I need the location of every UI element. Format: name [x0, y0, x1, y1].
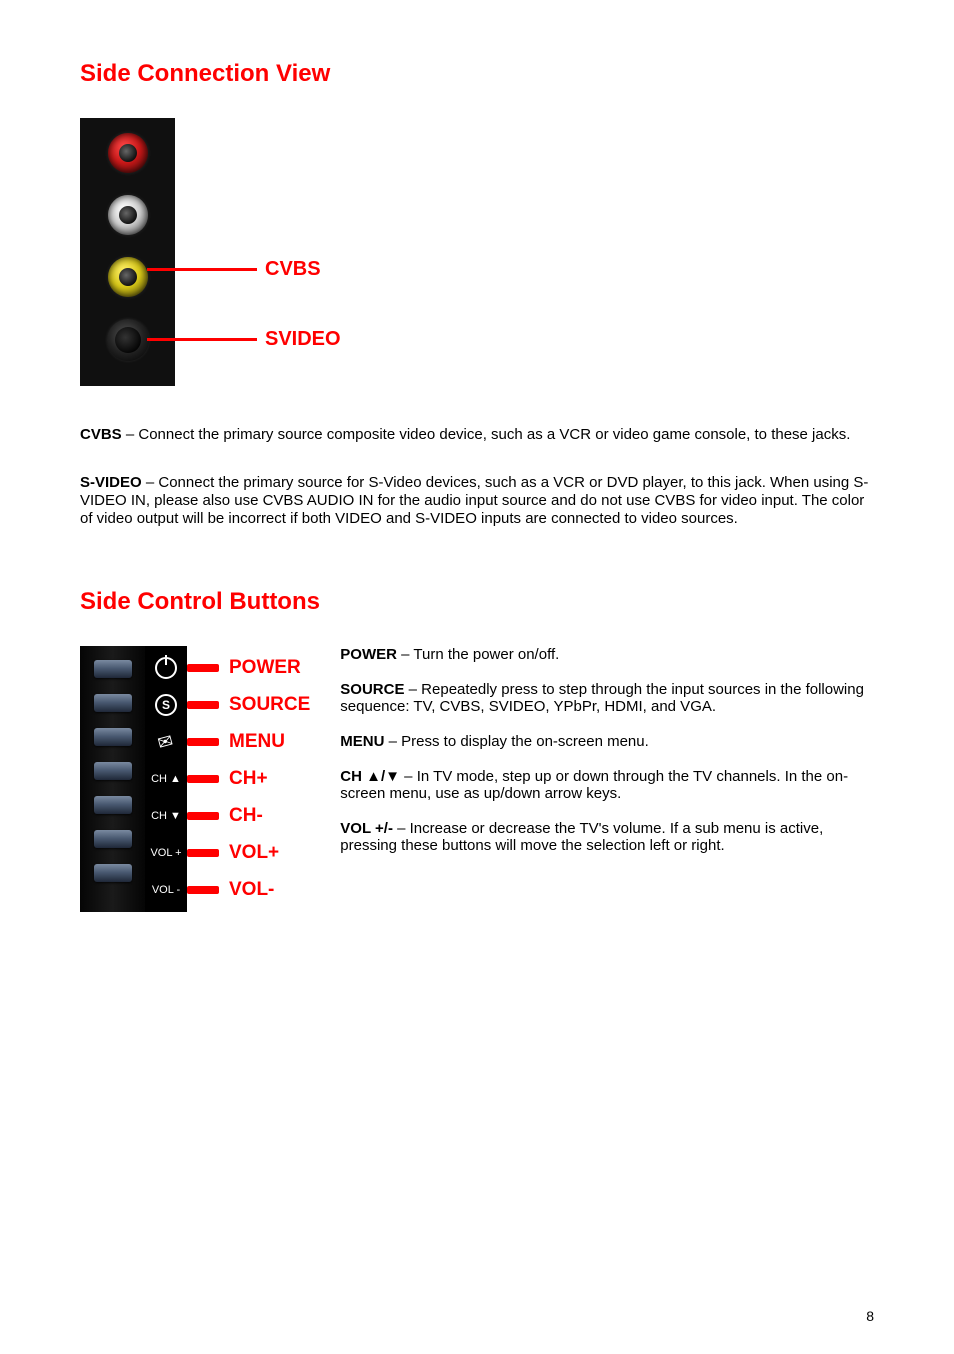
label-cell: VOL- — [187, 878, 310, 902]
volplus-label: VOL+ — [229, 842, 279, 864]
section-title-connection: Side Connection View — [80, 60, 874, 88]
red-dash-icon — [187, 886, 219, 894]
ctrl-desc-item: SOURCE – Repeatedly press to step throug… — [340, 681, 874, 715]
panel-button — [94, 728, 132, 746]
ctrl-desc-item: CH ▲/▼ – In TV mode, step up or down thr… — [340, 768, 874, 802]
section-title-controls: Side Control Buttons — [80, 588, 874, 616]
panel-button — [94, 864, 132, 882]
rca-inner — [119, 206, 137, 224]
cvbs-label: CVBS — [265, 258, 321, 281]
ctrl-desc-item: VOL +/- – Increase or decrease the TV's … — [340, 820, 874, 854]
desc-item: CVBS – Connect the primary source compos… — [80, 426, 874, 444]
ctrl-body: In TV mode, step up or down through the … — [340, 768, 848, 802]
chplus-label: CH+ — [229, 768, 268, 790]
desc-body: Connect the primary source composite vid… — [138, 426, 850, 443]
desc-dash: – — [122, 426, 139, 443]
ch-down-text: CH ▼ — [145, 804, 187, 828]
ctrl-title: VOL +/- — [340, 820, 393, 837]
ctrl-dash: – — [404, 681, 421, 698]
svideo-label: SVIDEO — [265, 328, 341, 351]
source-label: SOURCE — [229, 694, 310, 716]
menu-icon: ✉ — [145, 730, 187, 754]
panel-button — [94, 830, 132, 848]
ctrl-title: SOURCE — [340, 681, 404, 698]
vol-down-text: VOL - — [145, 878, 187, 902]
control-descriptions: POWER – Turn the power on/off. SOURCE – … — [340, 646, 874, 872]
button-panel — [80, 646, 145, 912]
red-dash-icon — [187, 849, 219, 857]
svideo-jack — [107, 319, 149, 361]
chminus-label: CH- — [229, 805, 263, 827]
label-cell: CH+ — [187, 767, 310, 791]
ctrl-dash: – — [400, 768, 417, 785]
ctrl-dash: – — [397, 646, 413, 663]
panel-button — [94, 762, 132, 780]
rca-jack-yellow — [108, 257, 148, 297]
panel-button — [94, 660, 132, 678]
label-line — [147, 338, 257, 341]
page-number: 8 — [866, 1308, 874, 1324]
cvbs-label-row: CVBS — [147, 258, 321, 281]
volminus-label: VOL- — [229, 879, 274, 901]
svideo-inner — [115, 327, 141, 353]
vol-up-text: VOL + — [145, 841, 187, 865]
label-cell: CH- — [187, 804, 310, 828]
ctrl-title: MENU — [340, 733, 384, 750]
svideo-label-row: SVIDEO — [147, 328, 341, 351]
rca-inner — [119, 268, 137, 286]
connection-descriptions: CVBS – Connect the primary source compos… — [80, 426, 874, 528]
red-dash-icon — [187, 812, 219, 820]
ctrl-body: Increase or decrease the TV's volume. If… — [340, 820, 823, 854]
red-dash-icon — [187, 701, 219, 709]
control-figure: S ✉ CH ▲ CH ▼ VOL + VOL - POWER SOURCE M… — [80, 646, 310, 912]
label-cell: MENU — [187, 730, 310, 754]
ctrl-body: Turn the power on/off. — [413, 646, 559, 663]
menu-label: MENU — [229, 731, 285, 753]
desc-body: Connect the primary source for S-Video d… — [80, 474, 868, 527]
desc-dash: – — [142, 474, 159, 491]
source-icon: S — [145, 693, 187, 717]
rca-inner — [119, 144, 137, 162]
red-dash-icon — [187, 664, 219, 672]
rca-jack-white — [108, 195, 148, 235]
button-labels-column: POWER SOURCE MENU CH+ CH- VOL+ VOL- — [187, 646, 310, 912]
desc-title: S-VIDEO — [80, 474, 142, 491]
rca-jack-red — [108, 133, 148, 173]
side-connection-figure: CVBS SVIDEO — [80, 118, 874, 386]
panel-button — [94, 694, 132, 712]
ctrl-body: Press to display the on-screen menu. — [401, 733, 649, 750]
button-icons-column: S ✉ CH ▲ CH ▼ VOL + VOL - — [145, 646, 187, 912]
desc-title: CVBS — [80, 426, 122, 443]
power-label: POWER — [229, 657, 301, 679]
ctrl-title: CH ▲/▼ — [340, 768, 400, 785]
red-dash-icon — [187, 738, 219, 746]
ch-up-text: CH ▲ — [145, 767, 187, 791]
ctrl-dash: – — [393, 820, 410, 837]
label-cell: VOL+ — [187, 841, 310, 865]
red-dash-icon — [187, 775, 219, 783]
ctrl-desc-item: MENU – Press to display the on-screen me… — [340, 733, 874, 750]
control-section: S ✉ CH ▲ CH ▼ VOL + VOL - POWER SOURCE M… — [80, 646, 874, 912]
panel-button — [94, 796, 132, 814]
label-cell: SOURCE — [187, 693, 310, 717]
ctrl-dash: – — [384, 733, 401, 750]
label-line — [147, 268, 257, 271]
ctrl-title: POWER — [340, 646, 397, 663]
power-icon — [145, 656, 187, 680]
desc-item: S-VIDEO – Connect the primary source for… — [80, 474, 874, 528]
ctrl-desc-item: POWER – Turn the power on/off. — [340, 646, 874, 663]
label-cell: POWER — [187, 656, 310, 680]
